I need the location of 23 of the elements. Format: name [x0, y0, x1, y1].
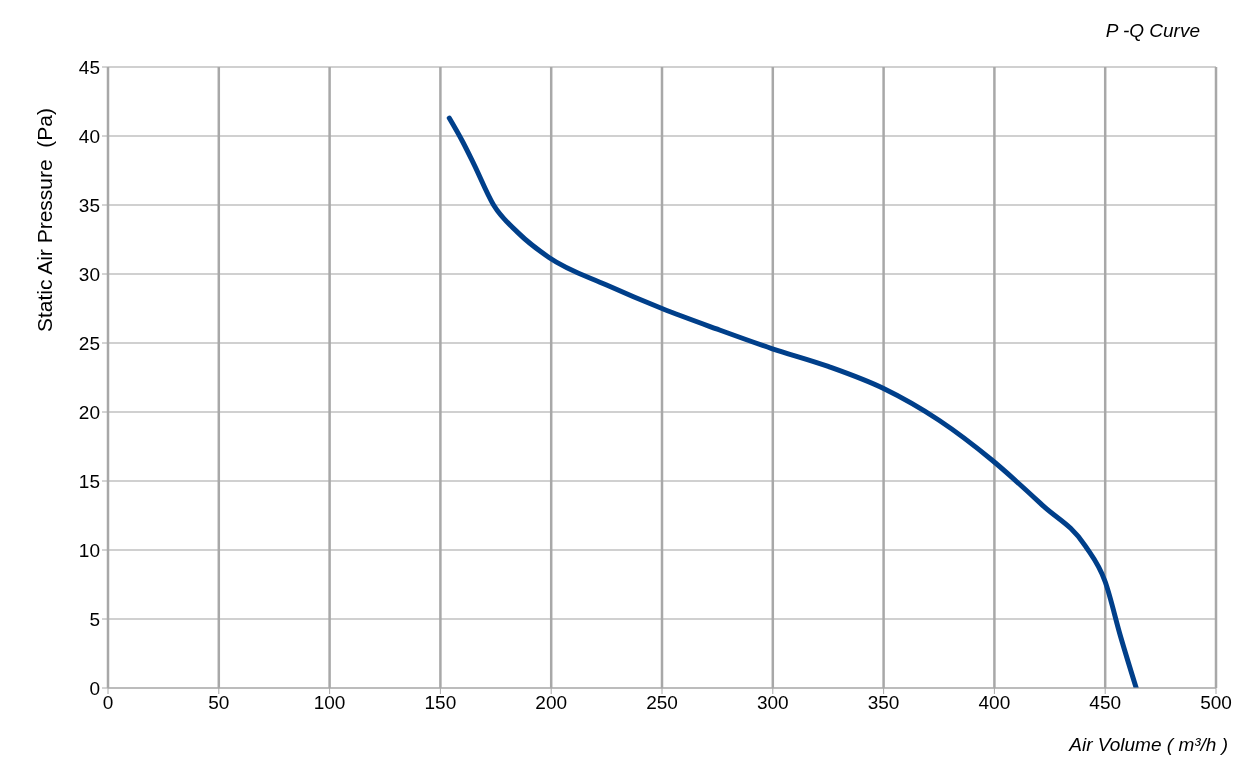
- y-tick-label: 25: [78, 332, 100, 354]
- y-tick-label: 5: [89, 608, 100, 630]
- x-tick-label: 50: [208, 692, 230, 714]
- x-axis-title: Air Volume ( m³/h ): [1069, 734, 1228, 756]
- x-tick-label: 150: [424, 692, 457, 714]
- x-tick-label: 100: [313, 692, 346, 714]
- y-tick-label: 45: [78, 56, 100, 78]
- y-tick-label: 30: [78, 263, 100, 285]
- x-tick-label: 450: [1089, 692, 1122, 714]
- y-tick-label: 40: [78, 125, 100, 147]
- x-tick-label: 200: [535, 692, 568, 714]
- y-axis-title: Static Air Pressure (Pa): [33, 107, 56, 333]
- x-tick-label: 500: [1200, 692, 1232, 714]
- chart-title: P -Q Curve: [1105, 20, 1200, 42]
- y-tick-label: 20: [78, 401, 100, 423]
- x-tick-label: 250: [646, 692, 678, 714]
- y-tick-label: 0: [89, 677, 100, 699]
- y-tick-label: 10: [78, 539, 100, 561]
- x-tick-label: 300: [756, 692, 789, 714]
- y-tick-label: 15: [78, 470, 100, 492]
- x-tick-label: 400: [978, 692, 1011, 714]
- y-tick-label: 35: [78, 194, 100, 216]
- x-tick-label: 350: [867, 692, 900, 714]
